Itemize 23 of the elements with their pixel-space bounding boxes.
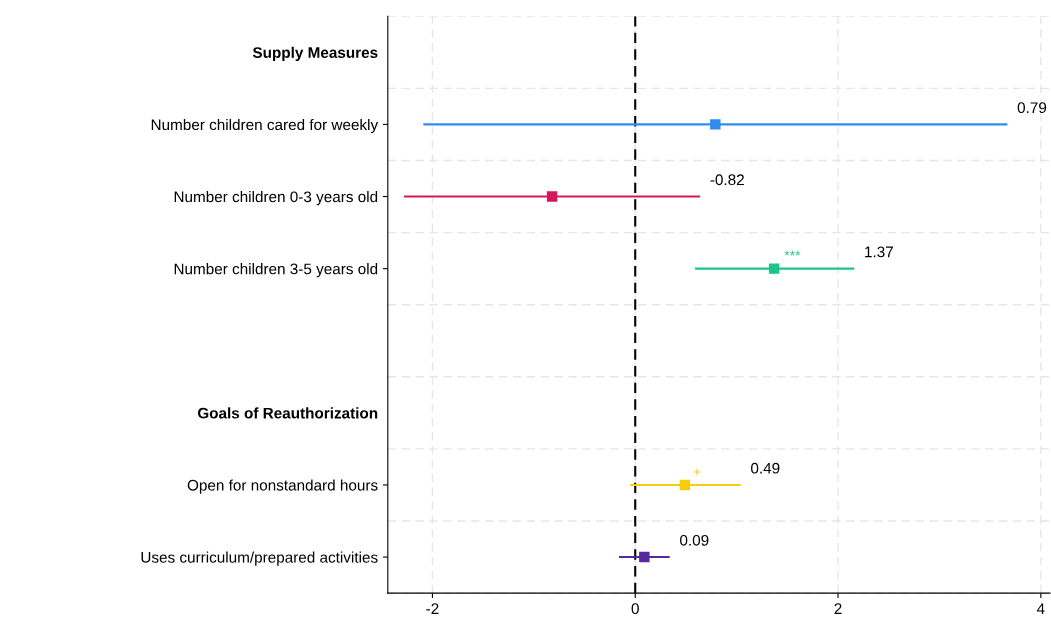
y-tick-label: Number children 3-5 years old xyxy=(174,263,378,278)
annotation: -0.82 xyxy=(710,174,744,186)
annotation: 0.49 xyxy=(751,462,780,474)
point xyxy=(639,551,650,563)
y-tick-label: Goals of Reauthorization xyxy=(197,407,378,419)
annotation: 0.09 xyxy=(680,534,709,546)
annotation: 1.37 xyxy=(865,246,893,258)
point xyxy=(768,263,780,274)
x-tick-label: 0 xyxy=(631,603,639,615)
point xyxy=(546,191,558,202)
y-tick-label: Open for nonstandard hours xyxy=(187,479,378,494)
x-tick-label: -2 xyxy=(426,603,439,614)
y-tick-label: Number children 0-3 years old xyxy=(174,190,378,206)
annotation: 0.79 xyxy=(1017,102,1047,114)
point xyxy=(710,119,721,130)
x-tick-label: 4 xyxy=(1036,603,1045,614)
y-tick-label: Number children cared for weekly xyxy=(151,118,379,134)
y-tick-label: Uses curriculum/prepared activities xyxy=(141,551,378,566)
annotation: + xyxy=(693,468,701,476)
annotation: *** xyxy=(784,250,801,256)
x-tick-label: 2 xyxy=(834,603,842,614)
point xyxy=(679,479,691,491)
y-tick-label: Supply Measures xyxy=(252,46,378,62)
